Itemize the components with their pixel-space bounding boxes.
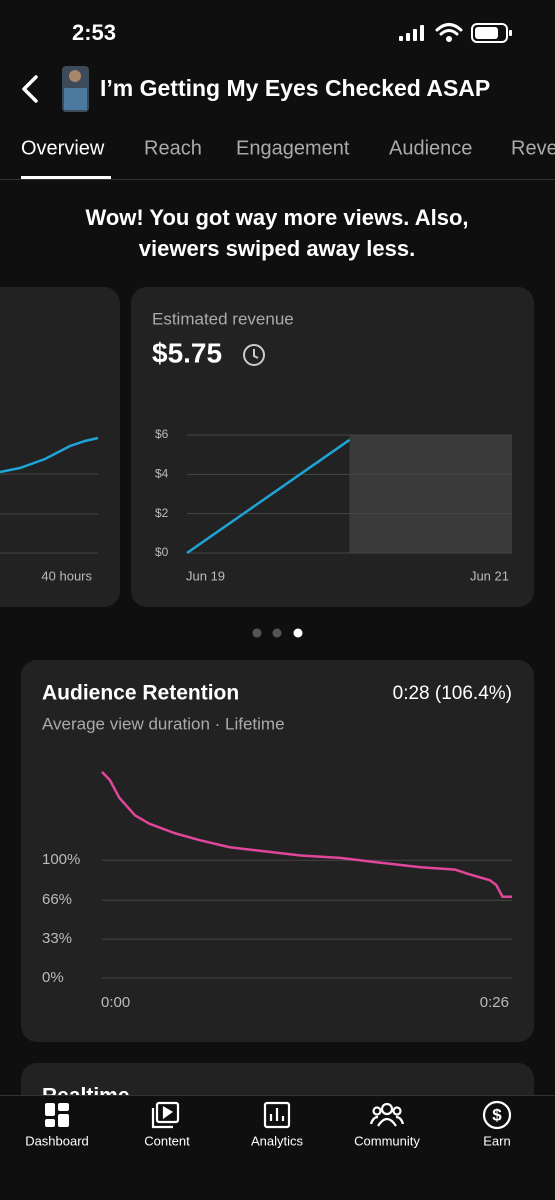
y-tick-label: 33% <box>42 930 72 947</box>
y-tick-label: $4 <box>155 467 169 481</box>
y-tick-label: $0 <box>155 545 169 559</box>
signal-icon <box>399 25 424 41</box>
tab[interactable]: Engagement <box>236 137 350 159</box>
card-value: $5.75 <box>152 337 222 368</box>
video-thumbnail <box>62 66 89 112</box>
y-tick-label: $6 <box>155 427 169 441</box>
nav-label[interactable]: Content <box>144 1133 190 1148</box>
analytics-icon <box>263 1101 291 1129</box>
clock-icon <box>243 344 265 366</box>
divider <box>0 179 555 180</box>
nav-label[interactable]: Community <box>354 1133 420 1148</box>
x-tick-label: 40 hours <box>41 568 92 583</box>
nav-icons: $ <box>45 1100 512 1130</box>
nav-labels: Dashboard Content Analytics Community Earn <box>25 1133 511 1148</box>
card-title: Estimated revenue <box>152 309 294 328</box>
tab-bar: Overview Reach Engagement Audience Revenue <box>21 137 555 159</box>
dashboard-icon <box>45 1103 69 1127</box>
nav-label[interactable]: Analytics <box>251 1133 304 1148</box>
partial-grid <box>0 473 98 554</box>
retention-chart: 0% 33% 66% 100% 0:00 0:26 <box>42 771 512 1011</box>
nav-label[interactable]: Dashboard <box>25 1133 89 1148</box>
partial-line <box>0 436 99 474</box>
card-annotation: 0:28 (106.4%) <box>393 683 512 704</box>
headline: viewers swiped away less. <box>139 236 415 261</box>
y-tick-label: 66% <box>42 891 72 908</box>
battery-icon <box>471 23 512 43</box>
tab[interactable]: Revenue <box>511 137 555 159</box>
headline: Wow! You got way more views. Also, <box>85 205 468 230</box>
tab[interactable]: Overview <box>21 137 105 159</box>
y-tick-label: 0% <box>42 969 64 986</box>
community-icon <box>369 1102 405 1127</box>
wifi-icon <box>435 23 463 42</box>
divider <box>0 1095 555 1096</box>
y-tick-label: $2 <box>155 506 169 520</box>
data-line <box>186 438 351 555</box>
pager-dots <box>252 628 303 638</box>
y-tick-label: 100% <box>42 851 80 868</box>
tab-indicator <box>21 176 111 179</box>
card-title: Audience Retention <box>42 682 239 705</box>
data-line <box>101 771 512 898</box>
content-icon <box>151 1101 180 1129</box>
card-subtitle: Average view duration · Lifetime <box>42 714 285 733</box>
earn-icon: $ <box>482 1100 512 1130</box>
nav-label[interactable]: Earn <box>483 1133 510 1148</box>
back-button[interactable] <box>22 75 38 103</box>
svg-text:$: $ <box>492 1105 502 1124</box>
video-title: I’m Getting My Eyes Checked ASAP <box>100 75 490 101</box>
card[interactable] <box>21 660 534 1042</box>
tab[interactable]: Audience <box>389 137 472 159</box>
x-tick-label: 0:26 <box>480 994 509 1011</box>
x-tick-label: 0:00 <box>101 994 130 1011</box>
x-tick-label: Jun 19 <box>186 568 225 583</box>
status-time: 2:53 <box>72 20 116 45</box>
card[interactable] <box>0 287 120 607</box>
future-region <box>349 435 512 553</box>
tab[interactable]: Reach <box>144 137 202 159</box>
x-tick-label: Jun 21 <box>470 568 509 583</box>
revenue-chart: $0 $2 $4 $6 Jun 19 Jun 21 <box>155 427 512 583</box>
